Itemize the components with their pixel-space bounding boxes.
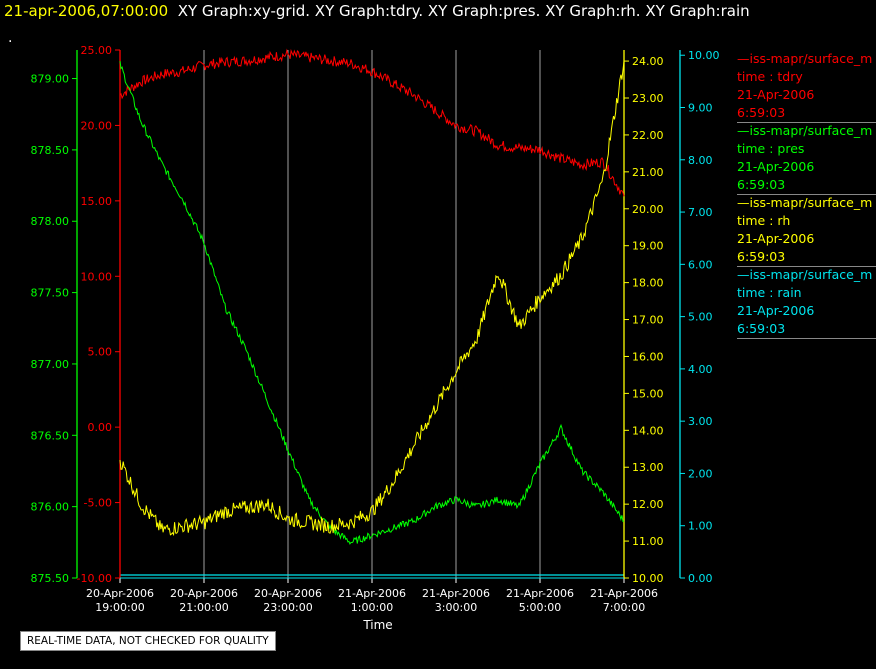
x-tick-label-date: 21-Apr-2006 bbox=[506, 587, 574, 600]
x-tick-label-time: 3:00:00 bbox=[435, 601, 477, 614]
rain-tick-label: 6.00 bbox=[688, 258, 713, 271]
rh-tick-label: 11.00 bbox=[632, 535, 664, 548]
rh-tick-label: 12.00 bbox=[632, 498, 664, 511]
legend-series-name: —iss-mapr/surface_m bbox=[737, 51, 873, 66]
legend-date: 21-Apr-2006 bbox=[737, 303, 815, 318]
x-tick-label-date: 21-Apr-2006 bbox=[590, 587, 658, 600]
x-tick-label-date: 20-Apr-2006 bbox=[86, 587, 154, 600]
rh-series-line bbox=[119, 61, 625, 537]
axis-ticks: 20-Apr-200619:00:0020-Apr-200621:00:0020… bbox=[31, 44, 720, 614]
rh-tick-label: 16.00 bbox=[632, 350, 664, 363]
legend-field: time : pres bbox=[737, 141, 805, 156]
rh-tick-label: 10.00 bbox=[632, 572, 664, 585]
rh-tick-label: 15.00 bbox=[632, 387, 664, 400]
rh-tick-label: 17.00 bbox=[632, 314, 664, 327]
legend-field: time : rain bbox=[737, 285, 802, 300]
pres-tick-label: 878.00 bbox=[31, 215, 70, 228]
pres-tick-label: 878.50 bbox=[31, 144, 70, 157]
rain-tick-label: 8.00 bbox=[688, 154, 713, 167]
x-tick-label-time: 5:00:00 bbox=[519, 601, 561, 614]
legend-entry-tdry: —iss-mapr/surface_m time : tdry 21-Apr-2… bbox=[737, 50, 876, 123]
pres-tick-label: 877.50 bbox=[31, 287, 70, 300]
rh-tick-label: 23.00 bbox=[632, 92, 664, 105]
rh-tick-label: 13.00 bbox=[632, 461, 664, 474]
rh-tick-label: 24.00 bbox=[632, 55, 664, 68]
rh-tick-label: 20.00 bbox=[632, 203, 664, 216]
legend-series-name: —iss-mapr/surface_m bbox=[737, 267, 873, 282]
tdry-tick-label: 20.00 bbox=[81, 119, 113, 132]
rh-tick-label: 22.00 bbox=[632, 129, 664, 142]
rain-tick-label: 1.00 bbox=[688, 520, 713, 533]
rh-tick-label: 19.00 bbox=[632, 240, 664, 253]
plot-grid bbox=[203, 50, 625, 578]
x-tick-label-time: 19:00:00 bbox=[95, 601, 144, 614]
legend-date: 21-Apr-2006 bbox=[737, 159, 815, 174]
legend-time: 6:59:03 bbox=[737, 176, 876, 195]
tdry-tick-label: 0.00 bbox=[88, 421, 113, 434]
legend-date: 21-Apr-2006 bbox=[737, 87, 815, 102]
chart-title: 21-apr-2006,07:00:00 XY Graph:xy-grid. X… bbox=[4, 2, 750, 20]
x-tick-label-date: 20-Apr-2006 bbox=[254, 587, 322, 600]
legend-entry-rh: —iss-mapr/surface_m time : rh 21-Apr-200… bbox=[737, 194, 876, 267]
legend-series-name: —iss-mapr/surface_m bbox=[737, 195, 873, 210]
x-tick-label-time: 7:00:00 bbox=[603, 601, 645, 614]
x-tick-label-time: 1:00:00 bbox=[351, 601, 393, 614]
rain-tick-label: 3.00 bbox=[688, 415, 713, 428]
legend: —iss-mapr/surface_m time : tdry 21-Apr-2… bbox=[737, 50, 876, 339]
pres-tick-label: 876.00 bbox=[31, 501, 70, 514]
x-tick-label-time: 23:00:00 bbox=[263, 601, 312, 614]
tdry-tick-label: 25.00 bbox=[81, 44, 113, 57]
rh-tick-label: 14.00 bbox=[632, 424, 664, 437]
tdry-tick-label: -5.00 bbox=[84, 497, 112, 510]
legend-field: time : tdry bbox=[737, 69, 803, 84]
title-graph-list: XY Graph:xy-grid. XY Graph:tdry. XY Grap… bbox=[177, 2, 750, 20]
title-dot: . bbox=[8, 30, 13, 46]
pres-tick-label: 877.00 bbox=[31, 358, 70, 371]
rain-tick-label: 2.00 bbox=[688, 467, 713, 480]
rh-tick-label: 18.00 bbox=[632, 277, 664, 290]
legend-series-name: —iss-mapr/surface_m bbox=[737, 123, 873, 138]
pres-tick-label: 879.00 bbox=[31, 73, 70, 86]
tdry-tick-label: 5.00 bbox=[88, 346, 113, 359]
pres-tick-label: 876.50 bbox=[31, 429, 70, 442]
legend-entry-rain: —iss-mapr/surface_m time : rain 21-Apr-2… bbox=[737, 266, 876, 339]
rain-tick-label: 4.00 bbox=[688, 363, 713, 376]
x-tick-label-date: 20-Apr-2006 bbox=[170, 587, 238, 600]
rain-tick-label: 10.00 bbox=[688, 49, 720, 62]
legend-field: time : rh bbox=[737, 213, 791, 228]
rain-tick-label: 0.00 bbox=[688, 572, 713, 585]
legend-time: 6:59:03 bbox=[737, 248, 876, 267]
legend-date: 21-Apr-2006 bbox=[737, 231, 815, 246]
rain-tick-label: 5.00 bbox=[688, 311, 713, 324]
rain-tick-label: 7.00 bbox=[688, 206, 713, 219]
tdry-series-line bbox=[119, 48, 625, 197]
tdry-tick-label: -10.00 bbox=[77, 572, 112, 585]
pres-series-line bbox=[119, 61, 625, 545]
legend-time: 6:59:03 bbox=[737, 104, 876, 123]
legend-time: 6:59:03 bbox=[737, 320, 876, 339]
pres-tick-label: 875.50 bbox=[31, 572, 70, 585]
quality-disclaimer: REAL-TIME DATA, NOT CHECKED FOR QUALITY bbox=[20, 631, 276, 651]
title-timestamp: 21-apr-2006,07:00:00 bbox=[4, 2, 169, 20]
legend-entry-pres: —iss-mapr/surface_m time : pres 21-Apr-2… bbox=[737, 122, 876, 195]
x-tick-label-time: 21:00:00 bbox=[179, 601, 228, 614]
rh-tick-label: 21.00 bbox=[632, 166, 664, 179]
rain-tick-label: 9.00 bbox=[688, 102, 713, 115]
tdry-tick-label: 10.00 bbox=[81, 270, 113, 283]
x-axis-label: Time bbox=[362, 618, 392, 632]
series-lines bbox=[119, 48, 625, 579]
x-tick-label-date: 21-Apr-2006 bbox=[422, 587, 490, 600]
x-tick-label-date: 21-Apr-2006 bbox=[338, 587, 406, 600]
tdry-tick-label: 15.00 bbox=[81, 195, 113, 208]
